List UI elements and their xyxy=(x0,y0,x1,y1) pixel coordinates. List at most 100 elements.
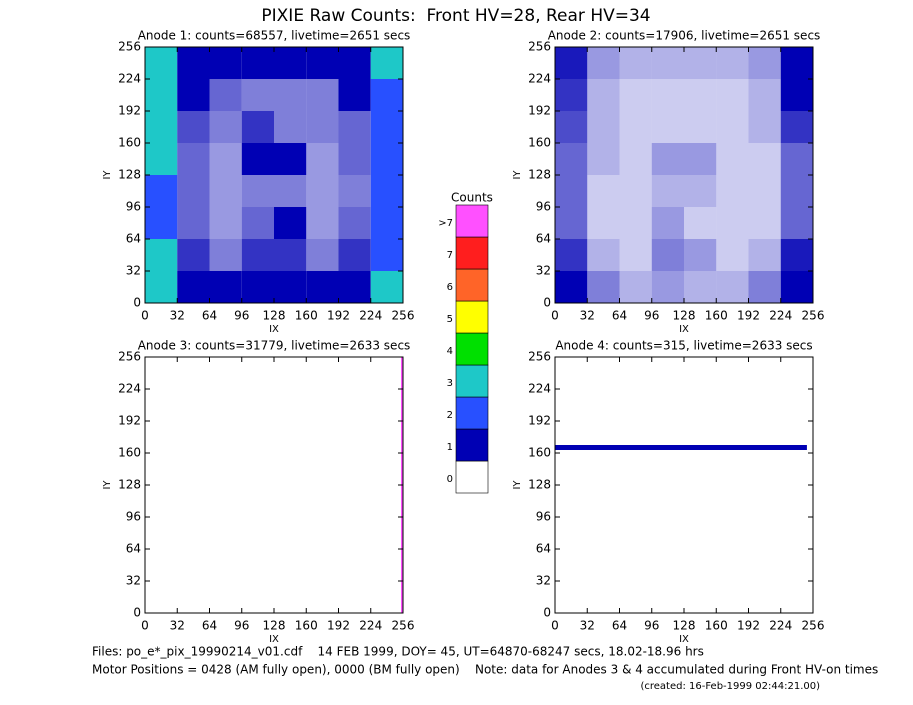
heat-cell xyxy=(684,47,717,79)
x-tick-label: 64 xyxy=(202,309,217,323)
heat-cell xyxy=(780,271,813,303)
heat-cell xyxy=(780,111,813,143)
x-tick-label: 160 xyxy=(295,619,318,633)
heat-cell xyxy=(209,47,242,79)
y-tick-label: 128 xyxy=(118,478,141,492)
y-tick-label: 256 xyxy=(528,350,551,364)
heat-cell xyxy=(370,271,403,303)
heat-cell xyxy=(274,207,307,239)
colorbar-label: 6 xyxy=(447,282,453,293)
heat-cell xyxy=(145,357,401,613)
x-tick-label: 128 xyxy=(673,309,696,323)
heat-cell xyxy=(241,79,274,111)
heat-cell xyxy=(748,271,781,303)
y-tick-label: 64 xyxy=(536,232,551,246)
heat-cell xyxy=(684,207,717,239)
y-tick-label: 64 xyxy=(126,542,141,556)
heat-cell xyxy=(338,239,371,271)
heat-cell xyxy=(716,239,749,271)
y-tick-label: 160 xyxy=(528,136,551,150)
y-tick-label: 160 xyxy=(118,136,141,150)
x-tick-label: 96 xyxy=(234,619,249,633)
footer-motor: Motor Positions = 0428 (AM fully open), … xyxy=(92,663,878,677)
heat-cell xyxy=(651,207,684,239)
heat-cell xyxy=(748,207,781,239)
heat-cell xyxy=(587,271,620,303)
heat-cell xyxy=(145,111,178,143)
x-tick-label: 224 xyxy=(769,619,792,633)
y-axis-label: IY xyxy=(512,480,523,490)
heat-cell xyxy=(806,445,813,450)
y-tick-label: 96 xyxy=(536,200,551,214)
heat-cell xyxy=(587,143,620,175)
y-tick-label: 224 xyxy=(118,72,141,86)
heat-cell xyxy=(338,143,371,175)
heat-cell xyxy=(338,79,371,111)
heat-cell xyxy=(587,79,620,111)
heat-cell xyxy=(806,357,813,445)
heat-cell xyxy=(651,47,684,79)
y-axis-label: IY xyxy=(102,480,113,490)
heat-cell xyxy=(177,207,210,239)
heat-cell xyxy=(619,239,652,271)
x-tick-label: 128 xyxy=(673,619,696,633)
heat-cell xyxy=(306,207,339,239)
heat-cell xyxy=(274,47,307,79)
x-tick-label: 32 xyxy=(580,309,595,323)
heat-cell xyxy=(716,47,749,79)
heat-cell xyxy=(555,111,588,143)
x-axis-label: IX xyxy=(679,324,689,335)
y-tick-label: 0 xyxy=(133,606,141,620)
heat-cell xyxy=(274,271,307,303)
heat-cell xyxy=(177,79,210,111)
heat-cell xyxy=(241,207,274,239)
x-tick-label: 224 xyxy=(769,309,792,323)
heat-cell xyxy=(780,79,813,111)
y-tick-label: 224 xyxy=(528,382,551,396)
heat-cell xyxy=(145,207,178,239)
heat-cell xyxy=(209,271,242,303)
colorbar-label: 4 xyxy=(447,346,453,357)
y-tick-label: 192 xyxy=(528,414,551,428)
heat-cell xyxy=(587,239,620,271)
y-tick-label: 128 xyxy=(118,168,141,182)
heat-cell xyxy=(274,79,307,111)
colorbar-label: 2 xyxy=(447,410,453,421)
y-tick-label: 0 xyxy=(133,296,141,310)
x-tick-label: 96 xyxy=(644,309,659,323)
heat-cell xyxy=(274,239,307,271)
heat-cell xyxy=(370,79,403,111)
heat-cell xyxy=(241,239,274,271)
x-tick-label: 160 xyxy=(295,309,318,323)
heat-cell xyxy=(619,175,652,207)
heat-cell xyxy=(370,143,403,175)
y-tick-label: 192 xyxy=(528,104,551,118)
heat-cell xyxy=(241,271,274,303)
x-axis-label: IX xyxy=(269,634,279,645)
heat-cell xyxy=(748,47,781,79)
heat-cell xyxy=(177,143,210,175)
x-tick-label: 64 xyxy=(202,619,217,633)
footer-created: (created: 16-Feb-1999 02:44:21.00) xyxy=(640,681,820,692)
colorbar-label: 1 xyxy=(447,442,453,453)
y-tick-label: 32 xyxy=(536,264,551,278)
heat-cell xyxy=(619,271,652,303)
y-tick-label: 192 xyxy=(118,104,141,118)
colorbar-label: 5 xyxy=(447,314,453,325)
heat-cell xyxy=(145,175,178,207)
y-tick-label: 256 xyxy=(118,40,141,54)
x-tick-label: 64 xyxy=(612,309,627,323)
heat-cell xyxy=(716,79,749,111)
x-tick-label: 128 xyxy=(263,619,286,633)
heat-cell xyxy=(241,111,274,143)
heat-cell xyxy=(619,143,652,175)
colorbar-swatch xyxy=(455,396,489,430)
heat-cell xyxy=(555,445,807,450)
y-tick-label: 0 xyxy=(543,296,551,310)
heat-cell xyxy=(306,143,339,175)
colorbar-swatch xyxy=(455,428,489,462)
heat-cell xyxy=(780,47,813,79)
y-tick-label: 192 xyxy=(118,414,141,428)
heat-cell xyxy=(684,239,717,271)
